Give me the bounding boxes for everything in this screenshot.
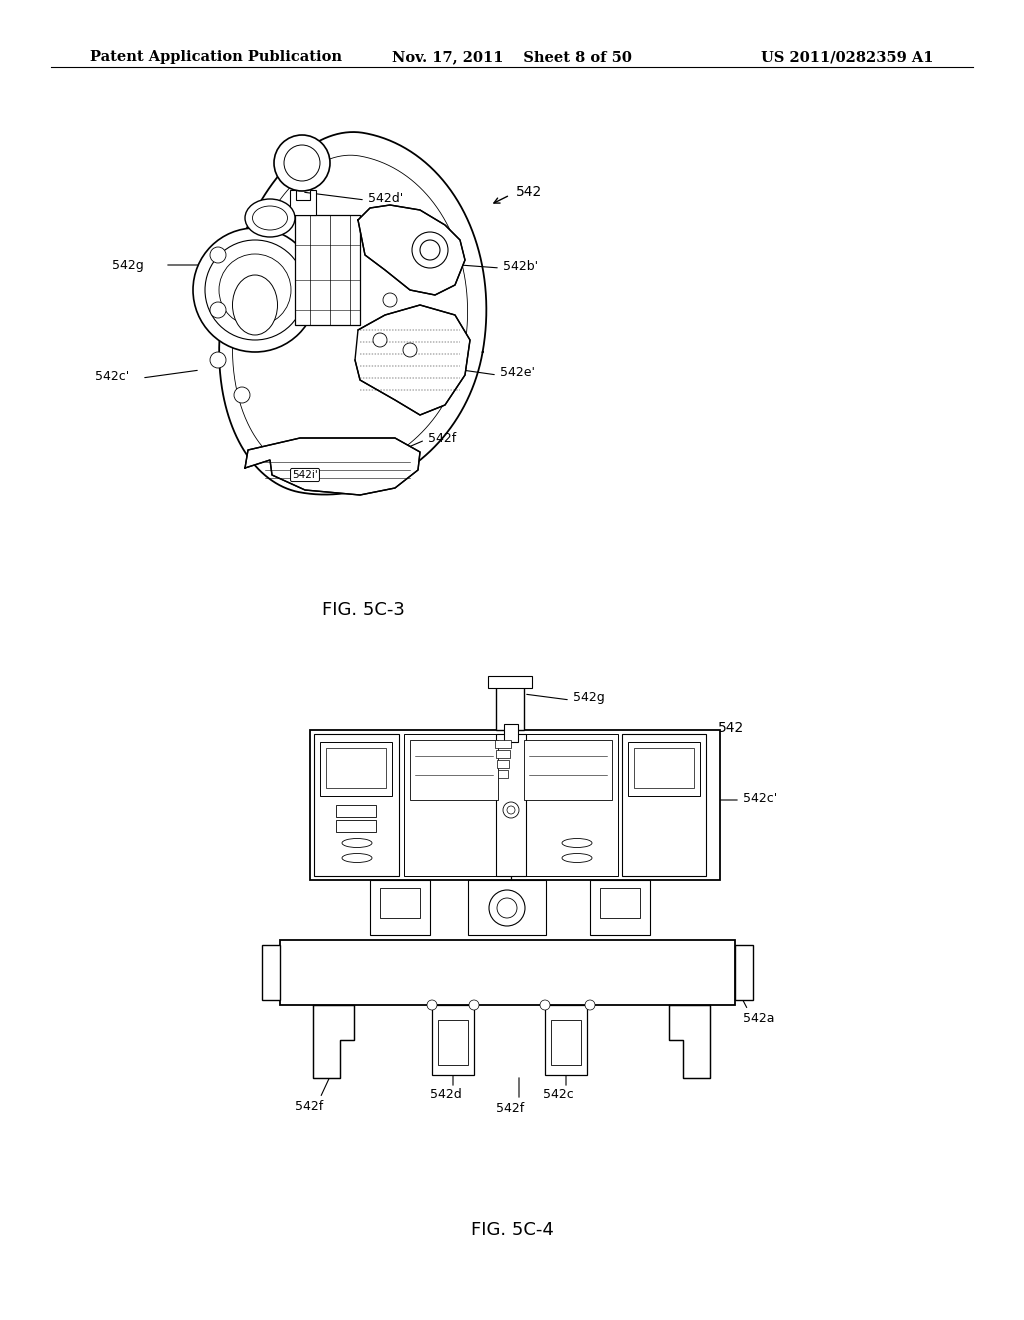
Circle shape (210, 352, 226, 368)
Circle shape (219, 253, 291, 326)
Text: 542c': 542c' (95, 370, 129, 383)
Bar (518, 734, 618, 876)
Bar (496, 750, 510, 758)
Text: 542i': 542i' (292, 470, 317, 480)
Bar (310, 730, 720, 880)
Text: 542b': 542b' (503, 260, 539, 272)
Bar (735, 945, 753, 1001)
Circle shape (274, 135, 330, 191)
Text: US 2011/0282359 A1: US 2011/0282359 A1 (762, 50, 934, 65)
Polygon shape (358, 205, 465, 294)
Text: 542a: 542a (743, 1011, 774, 1024)
Circle shape (427, 1001, 437, 1010)
Bar (370, 880, 430, 935)
Bar (496, 682, 524, 730)
Circle shape (540, 1001, 550, 1010)
Text: 542d: 542d (430, 1089, 462, 1101)
Bar (404, 734, 504, 876)
Circle shape (403, 343, 417, 356)
Bar (410, 741, 498, 800)
Bar (314, 734, 399, 876)
Bar (336, 805, 376, 817)
Text: Patent Application Publication: Patent Application Publication (90, 50, 342, 65)
Text: FIG. 5C-3: FIG. 5C-3 (323, 601, 404, 619)
Bar (551, 1020, 581, 1065)
Polygon shape (219, 132, 486, 495)
Text: 542: 542 (718, 721, 744, 735)
Circle shape (373, 333, 387, 347)
Text: 542f: 542f (428, 432, 457, 445)
Circle shape (503, 803, 519, 818)
Polygon shape (669, 1005, 710, 1078)
Polygon shape (313, 1005, 354, 1078)
Circle shape (507, 807, 515, 814)
Circle shape (193, 228, 317, 352)
Text: Nov. 17, 2011  Sheet 8 of 50: Nov. 17, 2011 Sheet 8 of 50 (392, 50, 632, 65)
Bar (326, 748, 386, 788)
Bar (295, 215, 360, 325)
Bar (600, 888, 640, 917)
Circle shape (497, 898, 517, 917)
Bar (380, 888, 420, 917)
Bar (524, 741, 612, 800)
Bar (496, 734, 526, 876)
Circle shape (489, 890, 525, 927)
Ellipse shape (342, 854, 372, 862)
Circle shape (210, 302, 226, 318)
Ellipse shape (562, 854, 592, 862)
Text: 542c': 542c' (743, 792, 777, 804)
Text: 542e': 542e' (500, 367, 535, 380)
Bar (262, 945, 280, 1001)
Ellipse shape (232, 275, 278, 335)
Ellipse shape (342, 838, 372, 847)
Text: 542f: 542f (496, 1101, 524, 1114)
Bar (438, 1020, 468, 1065)
Bar (319, 742, 392, 796)
Bar (590, 880, 650, 935)
Bar (468, 880, 546, 935)
Bar (498, 770, 508, 777)
Polygon shape (245, 438, 420, 495)
Bar (495, 741, 511, 748)
Text: 542: 542 (516, 185, 543, 199)
Circle shape (383, 293, 397, 308)
Ellipse shape (245, 199, 295, 238)
Text: 542d': 542d' (330, 743, 366, 756)
Text: 542g: 542g (573, 692, 605, 705)
Bar (336, 820, 376, 832)
Bar (280, 940, 735, 1005)
Polygon shape (290, 190, 316, 215)
Circle shape (210, 247, 226, 263)
Circle shape (205, 240, 305, 341)
Bar (432, 1005, 474, 1074)
Bar (622, 734, 706, 876)
Polygon shape (355, 305, 470, 414)
Bar (634, 748, 694, 788)
Text: 542d': 542d' (368, 191, 403, 205)
Text: 542c: 542c (543, 1089, 573, 1101)
Text: 542f: 542f (295, 1100, 324, 1113)
Ellipse shape (562, 838, 592, 847)
Ellipse shape (253, 206, 288, 230)
Circle shape (234, 387, 250, 403)
Circle shape (420, 240, 440, 260)
Text: 542g: 542g (112, 259, 143, 272)
Bar (504, 723, 518, 742)
Bar (545, 1005, 587, 1074)
Circle shape (469, 1001, 479, 1010)
Bar (628, 742, 700, 796)
Text: FIG. 5C-4: FIG. 5C-4 (471, 1221, 553, 1239)
Circle shape (585, 1001, 595, 1010)
Circle shape (284, 145, 319, 181)
Circle shape (412, 232, 449, 268)
Bar (488, 676, 532, 688)
Bar (497, 760, 509, 768)
